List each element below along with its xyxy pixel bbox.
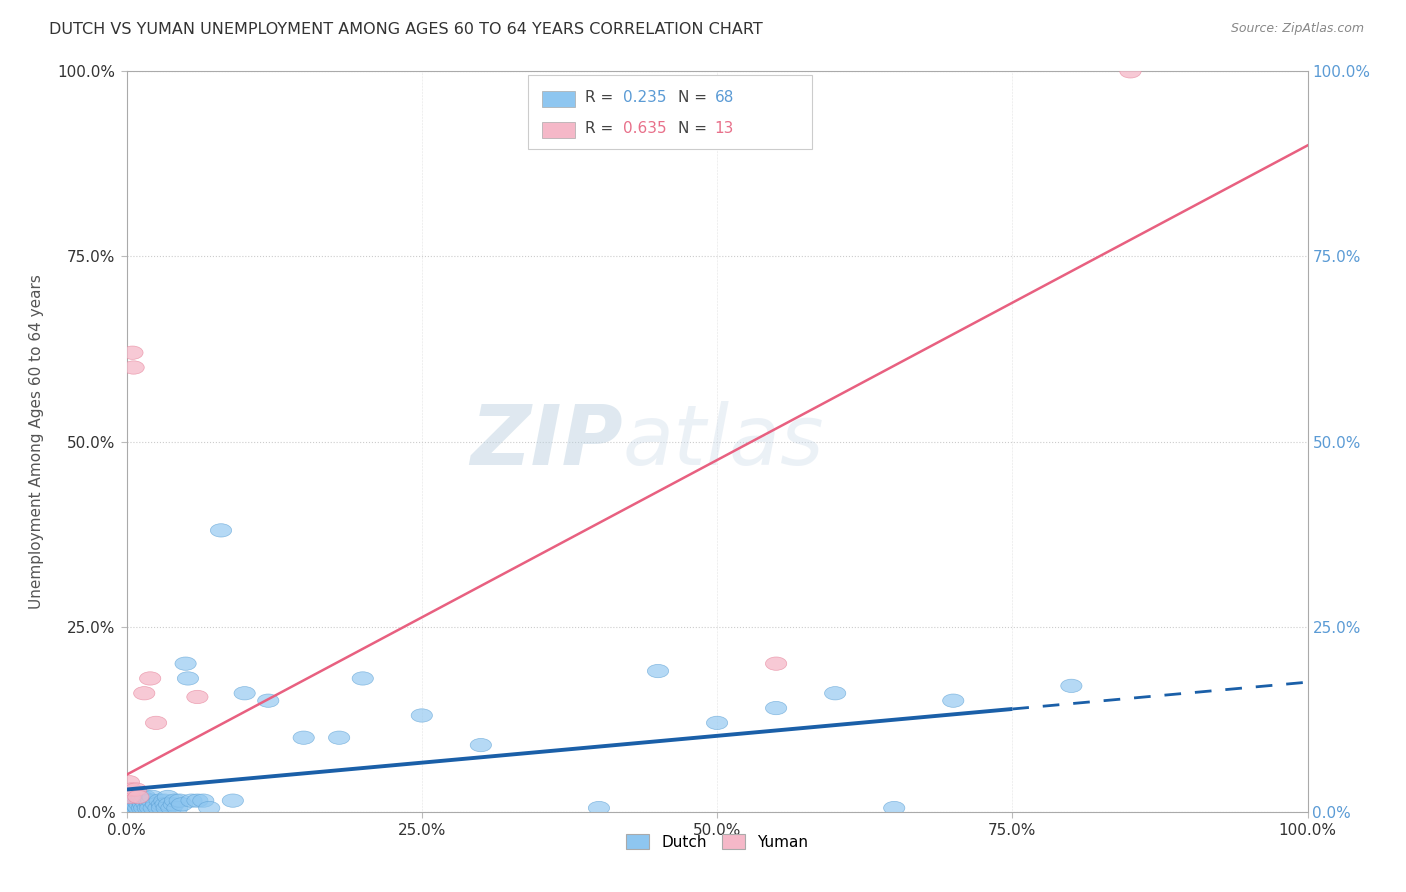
Ellipse shape — [149, 794, 170, 807]
Ellipse shape — [122, 346, 143, 359]
Ellipse shape — [233, 687, 256, 700]
Ellipse shape — [141, 794, 162, 807]
Ellipse shape — [1119, 65, 1142, 78]
Ellipse shape — [198, 801, 219, 814]
FancyBboxPatch shape — [543, 121, 575, 138]
Ellipse shape — [177, 672, 198, 685]
Ellipse shape — [139, 797, 160, 811]
Ellipse shape — [127, 800, 148, 814]
Ellipse shape — [165, 794, 186, 807]
Ellipse shape — [121, 801, 142, 814]
Ellipse shape — [257, 694, 278, 707]
Ellipse shape — [155, 797, 176, 811]
Ellipse shape — [145, 716, 167, 730]
Ellipse shape — [124, 801, 145, 814]
Ellipse shape — [129, 797, 150, 811]
Ellipse shape — [706, 716, 728, 730]
Ellipse shape — [122, 361, 145, 374]
Text: ZIP: ZIP — [470, 401, 623, 482]
Ellipse shape — [883, 801, 905, 814]
Ellipse shape — [124, 794, 145, 807]
Ellipse shape — [765, 657, 787, 670]
Ellipse shape — [148, 801, 169, 814]
Ellipse shape — [647, 665, 669, 678]
Ellipse shape — [122, 797, 143, 811]
Ellipse shape — [132, 797, 153, 811]
Ellipse shape — [163, 797, 184, 811]
Ellipse shape — [131, 794, 152, 807]
Ellipse shape — [125, 790, 146, 804]
Text: Source: ZipAtlas.com: Source: ZipAtlas.com — [1230, 22, 1364, 36]
Ellipse shape — [172, 797, 193, 811]
Ellipse shape — [588, 801, 610, 814]
Ellipse shape — [135, 790, 156, 804]
Ellipse shape — [187, 690, 208, 704]
Ellipse shape — [153, 794, 174, 807]
Ellipse shape — [329, 731, 350, 744]
Ellipse shape — [222, 794, 243, 807]
Ellipse shape — [157, 790, 179, 804]
Ellipse shape — [142, 790, 163, 804]
Text: R =: R = — [585, 90, 617, 104]
Ellipse shape — [152, 797, 173, 811]
Ellipse shape — [159, 797, 180, 811]
Ellipse shape — [145, 797, 167, 811]
Ellipse shape — [167, 801, 188, 814]
Ellipse shape — [120, 790, 141, 804]
Ellipse shape — [160, 801, 181, 814]
Ellipse shape — [138, 801, 159, 814]
Y-axis label: Unemployment Among Ages 60 to 64 years: Unemployment Among Ages 60 to 64 years — [28, 274, 44, 609]
Ellipse shape — [136, 797, 157, 811]
Ellipse shape — [131, 790, 152, 804]
Ellipse shape — [125, 797, 146, 811]
Ellipse shape — [187, 794, 208, 807]
Ellipse shape — [1060, 679, 1083, 692]
Ellipse shape — [292, 731, 315, 744]
Ellipse shape — [174, 657, 197, 670]
Text: 13: 13 — [714, 121, 734, 136]
Text: 68: 68 — [714, 90, 734, 104]
Ellipse shape — [122, 799, 145, 813]
FancyBboxPatch shape — [543, 91, 575, 107]
Ellipse shape — [131, 801, 152, 814]
FancyBboxPatch shape — [529, 75, 811, 149]
Ellipse shape — [824, 687, 846, 700]
Ellipse shape — [139, 801, 160, 814]
Ellipse shape — [118, 797, 139, 811]
Ellipse shape — [138, 794, 160, 807]
Text: R =: R = — [585, 121, 617, 136]
Ellipse shape — [193, 794, 214, 807]
Ellipse shape — [125, 783, 146, 797]
Legend: Dutch, Yuman: Dutch, Yuman — [620, 828, 814, 856]
Ellipse shape — [122, 790, 143, 804]
Ellipse shape — [152, 801, 173, 814]
Text: DUTCH VS YUMAN UNEMPLOYMENT AMONG AGES 60 TO 64 YEARS CORRELATION CHART: DUTCH VS YUMAN UNEMPLOYMENT AMONG AGES 6… — [49, 22, 763, 37]
Ellipse shape — [411, 709, 433, 723]
Ellipse shape — [134, 687, 155, 700]
Text: atlas: atlas — [623, 401, 824, 482]
Ellipse shape — [211, 524, 232, 537]
Text: N =: N = — [678, 121, 711, 136]
Ellipse shape — [118, 775, 139, 789]
Ellipse shape — [134, 801, 155, 814]
Ellipse shape — [470, 739, 492, 752]
Ellipse shape — [143, 801, 165, 814]
Ellipse shape — [942, 694, 965, 707]
Ellipse shape — [169, 794, 190, 807]
Ellipse shape — [128, 794, 149, 807]
Ellipse shape — [156, 801, 177, 814]
Ellipse shape — [181, 794, 202, 807]
Ellipse shape — [352, 672, 374, 685]
Ellipse shape — [121, 783, 142, 797]
Ellipse shape — [134, 794, 155, 807]
Ellipse shape — [139, 672, 160, 685]
Ellipse shape — [120, 794, 141, 807]
Text: N =: N = — [678, 90, 711, 104]
Ellipse shape — [128, 790, 149, 804]
Text: 0.635: 0.635 — [623, 121, 666, 136]
Ellipse shape — [765, 701, 787, 714]
Ellipse shape — [128, 801, 149, 814]
Text: 0.235: 0.235 — [623, 90, 666, 104]
